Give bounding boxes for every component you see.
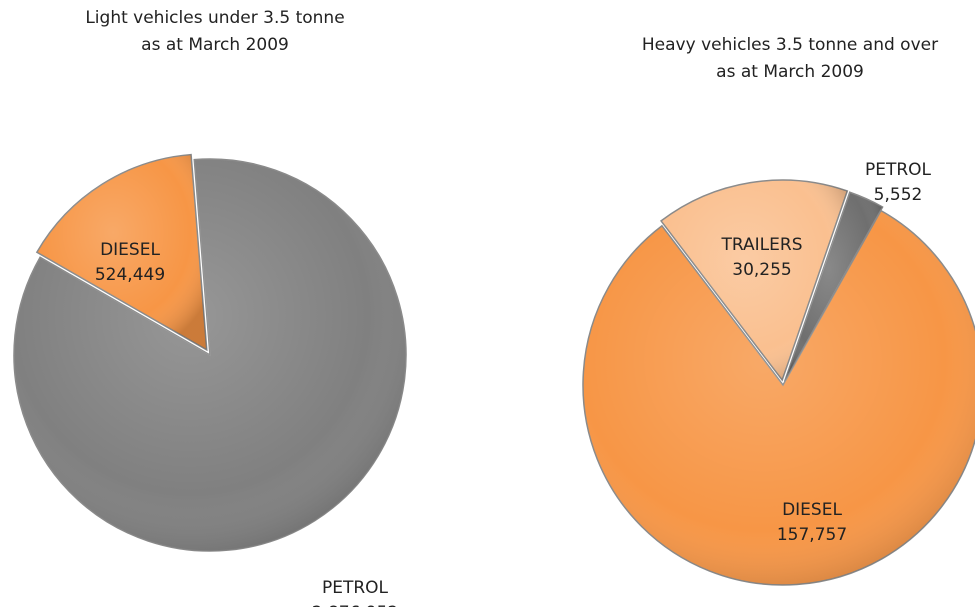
chart-title: Light vehicles under 3.5 tonne bbox=[85, 8, 344, 28]
slice-category: DIESEL bbox=[100, 240, 160, 260]
slice-shading bbox=[784, 192, 883, 382]
slice-shading bbox=[583, 210, 975, 585]
slice-shading bbox=[661, 180, 848, 381]
chart-title: as at March 2009 bbox=[716, 62, 864, 82]
slice-value: 2,876,952 bbox=[312, 603, 399, 607]
slice-category: PETROL bbox=[865, 160, 932, 180]
slice-shading bbox=[14, 158, 407, 551]
slice-category: PETROL bbox=[322, 578, 389, 598]
slice-value: 157,757 bbox=[777, 525, 847, 545]
slice-category: TRAILERS bbox=[721, 235, 803, 255]
slice-value: 30,255 bbox=[732, 260, 791, 280]
chart-title: Heavy vehicles 3.5 tonne and over bbox=[642, 35, 938, 55]
slice-category: DIESEL bbox=[782, 500, 842, 520]
slice-value: 5,552 bbox=[874, 185, 923, 205]
chart-title: as at March 2009 bbox=[141, 35, 289, 55]
slice-value: 524,449 bbox=[95, 265, 165, 285]
slice-shading bbox=[36, 154, 207, 350]
